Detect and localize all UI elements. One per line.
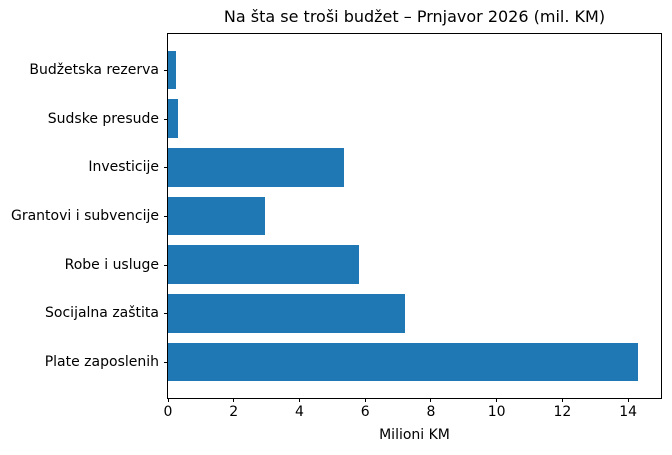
bar	[168, 196, 265, 236]
x-tick-label: 0	[163, 404, 173, 420]
x-tick-label: 8	[426, 404, 436, 420]
y-tick-label: Grantovi i subvencije	[11, 208, 159, 224]
y-tick-label: Socijalna zaštita	[45, 305, 159, 322]
y-tick	[164, 216, 168, 217]
x-tick-label: 14	[619, 404, 638, 420]
y-tick-label: Sudske presude	[47, 110, 159, 127]
y-tick-label: Robe i usluge	[64, 256, 159, 273]
y-tick	[164, 167, 168, 169]
y-tick	[164, 70, 168, 71]
x-tick	[298, 398, 300, 402]
bar	[168, 245, 359, 285]
y-tick	[164, 313, 168, 315]
chart-title: Na šta se troši budžet – Prnjavor 2026 (…	[223, 7, 606, 26]
x-tick-label: 12	[553, 404, 572, 420]
x-tick-label: 2	[229, 404, 239, 420]
x-tick	[233, 398, 235, 402]
y-tick	[164, 361, 168, 363]
x-tick	[430, 398, 432, 402]
bar	[168, 147, 344, 187]
x-tick	[167, 398, 169, 402]
x-axis-label: Milioni KM	[379, 427, 450, 443]
x-tick-label: 6	[360, 404, 370, 420]
bar	[168, 293, 405, 333]
bar	[168, 342, 638, 382]
y-tick	[164, 264, 168, 266]
y-tick-label: Plate zaposlenih	[44, 353, 159, 370]
y-tick	[164, 118, 168, 120]
bar	[168, 50, 177, 90]
bar	[168, 99, 178, 139]
x-tick-label: 10	[487, 404, 506, 420]
plot-area: Budžetska rezerva Sudske presude Investici…	[11, 33, 662, 419]
x-tick-label: 4	[294, 404, 304, 420]
x-tick	[561, 398, 563, 402]
y-tick-label: Investicije	[88, 159, 159, 176]
x-tick	[496, 398, 498, 402]
x-tick	[627, 398, 629, 402]
y-tick-label: Budžetska rezerva	[29, 62, 159, 78]
x-tick	[364, 398, 366, 402]
